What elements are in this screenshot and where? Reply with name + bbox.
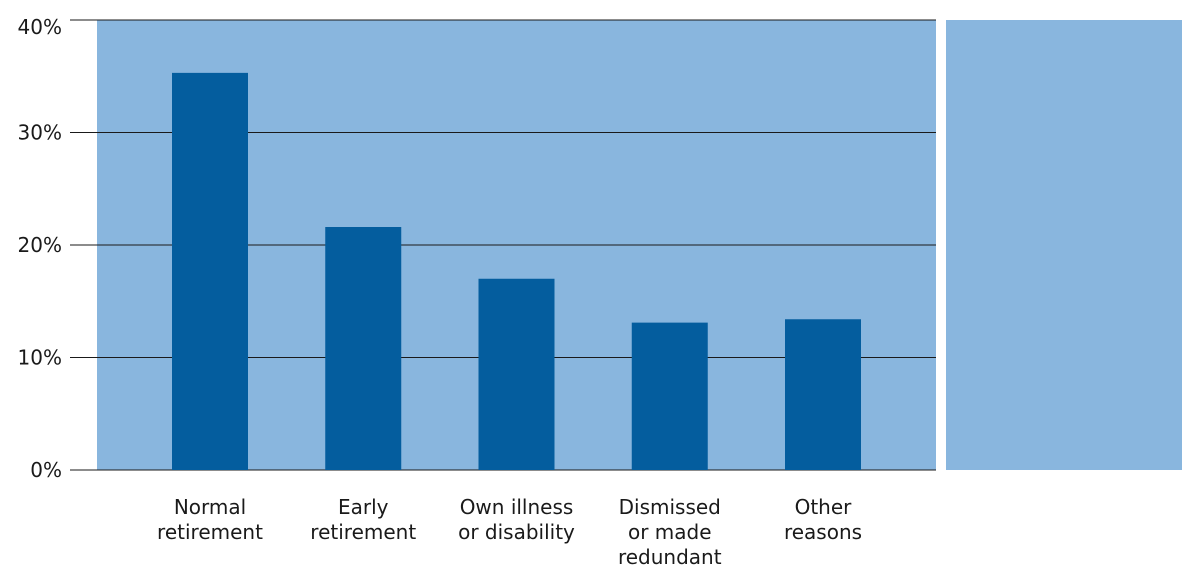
x-category-label-line: Own illness (460, 495, 574, 519)
y-axis-tick-labels: 0% 10% 20% 30% 40% (18, 15, 62, 482)
x-category-label: Own illness or disability (458, 495, 575, 544)
bar (325, 227, 402, 470)
x-category-label-line: Other (795, 495, 853, 519)
x-category-label: Early retirement (310, 495, 416, 544)
x-category-label-line: reasons (784, 520, 862, 544)
y-tick-label: 20% (18, 233, 62, 257)
y-tick-label: 30% (18, 121, 62, 145)
x-category-label-line: retirement (310, 520, 416, 544)
bars (172, 72, 861, 470)
x-category-label-line: retirement (157, 520, 263, 544)
x-category-label-line: or made (628, 520, 712, 544)
x-category-label: Normal retirement (157, 495, 263, 544)
x-category-label-line: redundant (618, 545, 722, 569)
x-category-label-line: or disability (458, 520, 575, 544)
x-category-label-line: Dismissed (619, 495, 721, 519)
bar (785, 319, 861, 470)
y-tick-label: 10% (18, 346, 62, 370)
y-tick-label: 40% (18, 15, 62, 39)
bar (172, 72, 248, 470)
x-category-label: Dismissed or made redundant (618, 495, 722, 569)
y-tick-label: 0% (30, 458, 62, 482)
x-category-label-line: Normal (174, 495, 246, 519)
bar (631, 322, 708, 470)
x-category-label: Other reasons (784, 495, 862, 544)
side-panel (946, 20, 1182, 470)
x-category-label-line: Early (338, 495, 389, 519)
bar (478, 278, 555, 470)
